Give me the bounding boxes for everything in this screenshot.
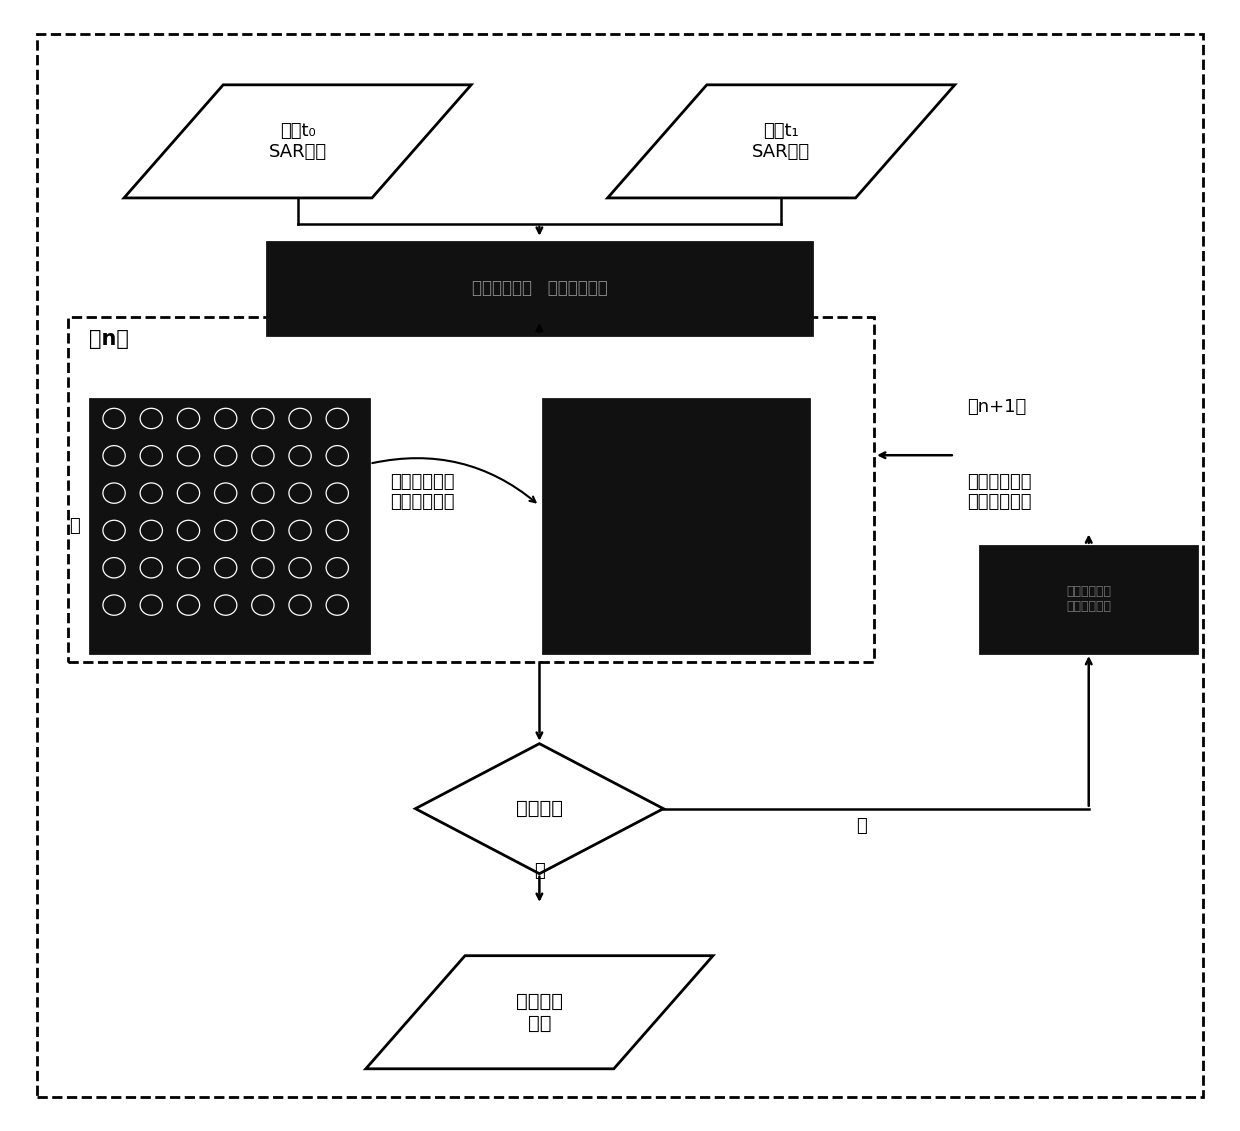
Polygon shape (608, 85, 955, 198)
Text: 时相t₁
SAR影像: 时相t₁ SAR影像 (753, 122, 810, 161)
Text: 四: 四 (69, 517, 79, 535)
Text: 时相t₀
SAR影像: 时相t₀ SAR影像 (269, 122, 326, 161)
Polygon shape (366, 956, 713, 1069)
Bar (980, 546, 1198, 654)
Bar (543, 398, 810, 654)
Bar (68, 317, 874, 662)
Text: 第n层: 第n层 (89, 329, 129, 349)
Text: 改进的亚像素
相位相关算法: 改进的亚像素 相位相关算法 (391, 473, 455, 511)
Text: 是: 是 (534, 862, 544, 880)
Bar (267, 242, 812, 335)
Polygon shape (415, 744, 663, 874)
Text: 第n+1层: 第n+1层 (967, 398, 1027, 416)
Text: 频域转换处理
频率参数调整: 频域转换处理 频率参数调整 (1066, 586, 1111, 613)
Polygon shape (124, 85, 471, 198)
Text: 预设层数: 预设层数 (516, 800, 563, 818)
Text: 冰速测量
结果: 冰速测量 结果 (516, 992, 563, 1033)
Bar (89, 398, 370, 654)
Text: 匹配窗口减小
匹配间隔减小: 匹配窗口减小 匹配间隔减小 (967, 473, 1032, 511)
Text: 否: 否 (857, 817, 867, 835)
Text: 频域转换处理   频率参数调整: 频域转换处理 频率参数调整 (471, 279, 608, 297)
